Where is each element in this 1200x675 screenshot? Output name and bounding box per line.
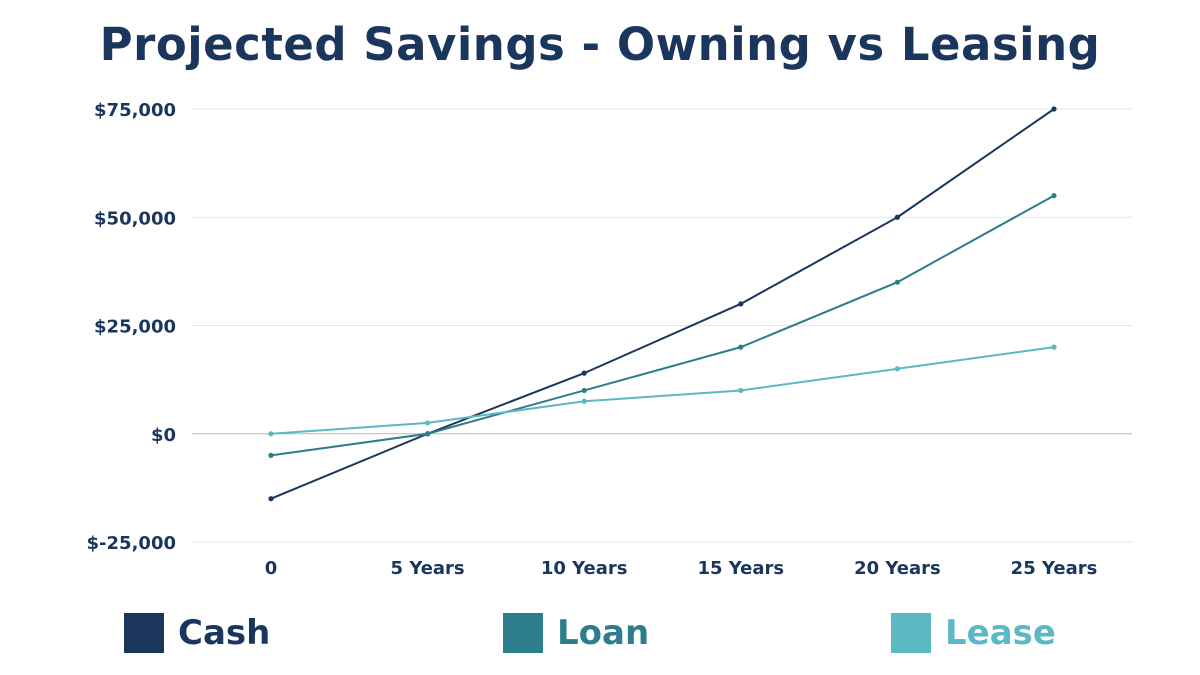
x-tick-label: 25 Years: [1011, 558, 1098, 579]
series-line-lease: [270, 346, 1055, 435]
legend-label-lease: Lease: [945, 613, 1056, 653]
legend-item-cash: Cash: [124, 610, 270, 656]
x-axis-ticks: 0 5 Years 10 Years 15 Years 20 Years 25 Years: [265, 558, 1098, 579]
data-point-loan: [425, 431, 431, 437]
data-point-lease: [738, 387, 744, 394]
data-point-loan: [268, 452, 274, 458]
legend-label-cash: Cash: [178, 613, 271, 653]
y-tick-label: $50,000: [94, 208, 176, 229]
series-line-loan: [270, 194, 1055, 457]
data-point-cash: [894, 214, 901, 220]
y-tick-label: $0: [151, 425, 176, 446]
data-point-cash: [738, 301, 744, 307]
x-tick-label: 15 Years: [697, 558, 784, 579]
data-point-lease: [1051, 344, 1057, 350]
x-tick-label: 0: [265, 558, 278, 579]
legend-swatch-lease: [891, 613, 931, 653]
data-point-lease: [581, 398, 587, 404]
y-axis-ticks: $75,000 $50,000 $25,000 $0 $-25,000: [87, 100, 176, 554]
series-line-cash: [270, 108, 1055, 500]
x-tick-label: 5 Years: [391, 558, 465, 579]
data-point-loan: [738, 344, 744, 350]
x-tick-label: 10 Years: [541, 558, 628, 579]
data-point-loan: [1051, 193, 1057, 199]
data-point-lease: [268, 431, 274, 437]
data-point-cash: [1051, 106, 1057, 112]
series-lines: [268, 106, 1057, 502]
x-tick-label: 20 Years: [854, 558, 941, 579]
legend-item-loan: Loan: [503, 610, 649, 656]
y-tick-label: $25,000: [94, 317, 176, 338]
y-tick-label: $75,000: [94, 100, 176, 121]
data-point-loan: [894, 279, 901, 285]
legend-swatch-loan: [503, 613, 543, 653]
data-point-cash: [581, 370, 587, 376]
grid-lines: [192, 108, 1132, 543]
data-point-loan: [581, 387, 587, 394]
chart-title: Projected Savings - Owning vs Leasing: [99, 18, 1101, 71]
data-point-cash: [268, 496, 274, 502]
legend-label-loan: Loan: [557, 613, 650, 653]
y-tick-label: $-25,000: [87, 533, 176, 554]
legend-swatch-cash: [124, 613, 164, 653]
legend-item-lease: Lease: [891, 610, 1056, 656]
data-point-lease: [425, 420, 431, 426]
data-point-lease: [894, 366, 901, 372]
